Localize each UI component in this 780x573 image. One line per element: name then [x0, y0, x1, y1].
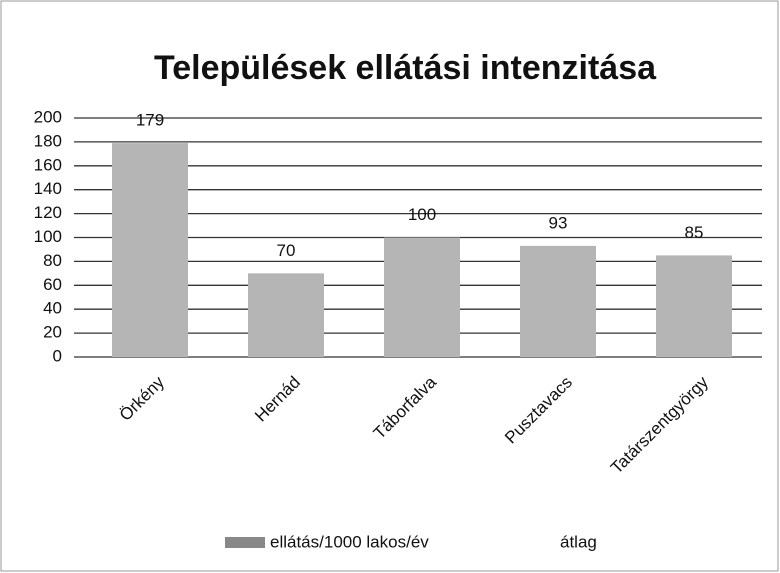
y-tick-label: 120: [34, 203, 62, 222]
legend-label: ellátás/1000 lakos/év: [270, 532, 429, 551]
data-label: 100: [408, 205, 436, 224]
y-tick-label: 40: [43, 299, 62, 318]
legend-label: átlag: [560, 532, 597, 551]
data-label: 93: [549, 213, 568, 232]
y-tick-label: 60: [43, 275, 62, 294]
y-tick-label: 160: [34, 155, 62, 174]
bar: [384, 237, 460, 357]
y-tick-label: 200: [34, 107, 62, 126]
data-label: 70: [277, 241, 296, 260]
y-tick-label: 0: [53, 346, 62, 365]
chart-title: Települések ellátási intenzitása: [154, 49, 657, 87]
data-label: 179: [136, 111, 164, 130]
legend-swatch: [225, 537, 265, 548]
y-tick-label: 180: [34, 131, 62, 150]
bar: [520, 245, 596, 357]
bar: [656, 255, 732, 357]
bar: [112, 143, 188, 357]
data-label: 85: [685, 223, 704, 242]
y-tick-label: 20: [43, 323, 62, 342]
bar: [248, 273, 324, 357]
y-tick-label: 140: [34, 179, 62, 198]
y-tick-label: 80: [43, 251, 62, 270]
y-tick-label: 100: [34, 227, 62, 246]
